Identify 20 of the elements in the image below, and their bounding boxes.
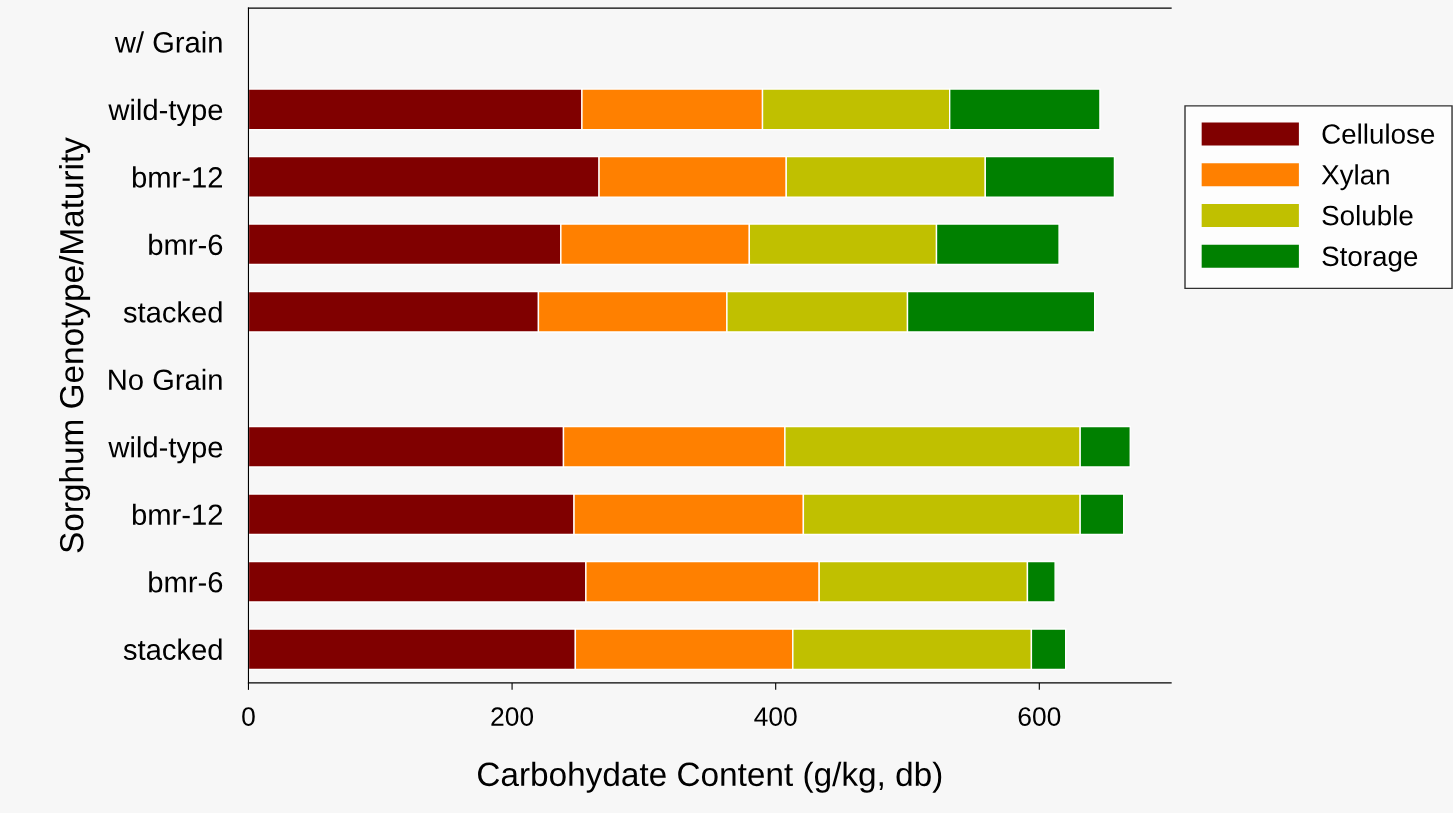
y-tick-label: bmr-6	[149, 571, 223, 593]
y-tick-label: wild-type	[108, 98, 223, 126]
x-tick-label: 600	[1018, 707, 1061, 726]
y-tick-label: No Grain	[109, 368, 222, 391]
legend-label: Cellulose	[1322, 123, 1435, 144]
x-axis-title: Carbohydate Content (g/kg, db)	[478, 761, 942, 793]
legend-label: Storage	[1322, 246, 1418, 272]
y-tick-label: stacked	[123, 638, 222, 661]
y-tick-label: wild-type	[108, 436, 223, 464]
legend-label: Soluble	[1322, 205, 1413, 226]
y-tick-label: bmr-12	[132, 503, 223, 526]
x-tick-label: 400	[754, 707, 797, 726]
legend-label: Xylan	[1321, 164, 1389, 191]
y-tick-label: bmr-12	[132, 166, 223, 188]
y-tick-label: stacked	[123, 301, 222, 323]
x-tick-label: 200	[491, 707, 534, 726]
y-tick-label: bmr-6	[149, 233, 223, 256]
x-tick-label: 0	[242, 707, 255, 726]
y-axis-title: Sorghum Genotype/Maturity	[59, 137, 91, 553]
y-tick-label: w/ Grain	[114, 31, 222, 53]
